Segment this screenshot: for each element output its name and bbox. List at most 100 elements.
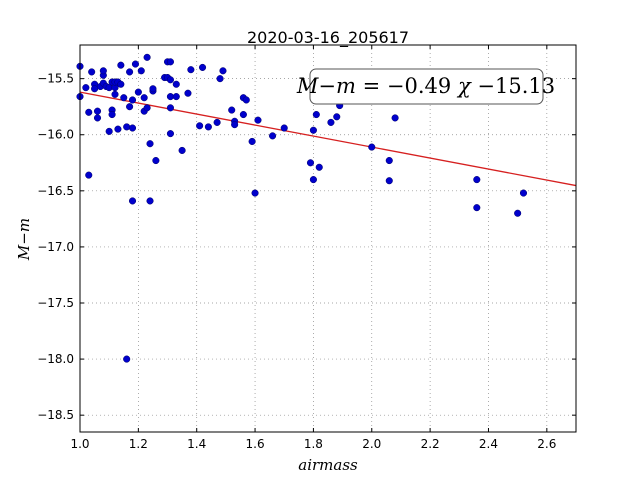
data-point (128, 124, 137, 132)
y-ticks: −15.5 −16.0 −16.5 −17.0 −17.5 −18.0 −18.5 (37, 72, 576, 422)
data-point (143, 53, 151, 61)
data-point (146, 197, 154, 205)
data-point (128, 96, 137, 104)
data-point (88, 68, 96, 76)
chart-title: 2020-03-16_205617 (247, 28, 409, 48)
equation-equals: = (363, 74, 381, 98)
x-tick-label: 1.4 (187, 437, 206, 451)
data-point (140, 94, 148, 102)
y-tick-label: −18.0 (37, 352, 74, 366)
data-point (280, 124, 288, 132)
data-point (108, 110, 116, 119)
data-point (327, 118, 335, 126)
data-point (248, 137, 256, 146)
x-tick-label: 2.2 (421, 437, 440, 451)
data-point (204, 123, 212, 131)
data-point (231, 121, 239, 129)
data-point (473, 176, 481, 184)
x-tick-label: 2.4 (479, 437, 498, 451)
data-point (333, 113, 341, 121)
data-point (93, 114, 102, 122)
data-point (134, 88, 142, 96)
x-ticks: 1.0 1.2 1.4 1.6 1.8 2.0 2.2 2.4 2.6 (70, 45, 556, 451)
data-point (143, 104, 151, 112)
data-point (391, 114, 399, 122)
data-point (172, 80, 180, 88)
data-point (137, 67, 145, 75)
data-point (187, 66, 195, 74)
data-point (166, 58, 174, 66)
data-point (239, 110, 247, 119)
x-tick-label: 1.6 (246, 437, 265, 451)
data-point (196, 122, 204, 130)
x-axis-label: airmass (298, 456, 358, 474)
data-point (99, 67, 107, 75)
data-point (219, 67, 227, 75)
data-point (152, 156, 160, 165)
equation-slope: −0.49 (387, 74, 451, 98)
fit-layer (79, 91, 577, 187)
equation-lhs: M−m (296, 74, 356, 98)
y-axis-label: M−m (15, 218, 33, 261)
data-point (306, 159, 315, 167)
y-tick-label: −15.5 (37, 72, 74, 86)
x-tick-label: 1.8 (304, 437, 323, 451)
data-point (184, 89, 192, 97)
data-point (198, 63, 207, 71)
data-point (114, 125, 122, 133)
data-point (85, 171, 93, 179)
data-point (117, 61, 125, 69)
data-point (178, 146, 186, 154)
data-point (172, 93, 180, 101)
data-point (126, 103, 134, 111)
y-tick-label: −17.5 (37, 296, 74, 310)
data-point (385, 177, 393, 185)
points-layer (76, 53, 528, 363)
x-tick-label: 1.0 (70, 437, 89, 451)
data-point (123, 123, 131, 131)
data-point (120, 94, 128, 102)
data-point (309, 126, 317, 134)
fit-equation: M−m = −0.49 χ −15.13 (296, 74, 555, 98)
equation-intercept: −15.13 (477, 74, 555, 98)
data-point (166, 130, 174, 138)
data-point (146, 140, 154, 148)
data-point (85, 108, 93, 116)
data-point (251, 189, 259, 197)
y-tick-label: −18.5 (37, 408, 74, 422)
data-point (312, 110, 320, 119)
data-point (315, 163, 323, 171)
x-tick-label: 1.2 (129, 437, 148, 451)
y-tick-label: −16.0 (37, 128, 74, 142)
data-point (519, 189, 528, 197)
data-point (254, 116, 262, 124)
x-tick-label: 2.6 (537, 437, 556, 451)
data-point (216, 75, 224, 83)
data-point (166, 104, 174, 112)
equation-variable: χ (456, 74, 472, 98)
data-point (131, 60, 139, 68)
fit-equation-box: M−m = −0.49 χ −15.13 (296, 68, 555, 105)
y-tick-label: −16.5 (37, 184, 74, 198)
data-point (93, 107, 102, 115)
data-point (82, 84, 90, 92)
data-point (166, 76, 174, 84)
data-point (368, 143, 376, 151)
data-point (269, 132, 277, 140)
data-point (128, 197, 137, 205)
data-point (213, 118, 221, 126)
data-point (385, 156, 393, 165)
data-point (473, 204, 481, 212)
data-point (117, 80, 125, 88)
data-point (228, 106, 236, 114)
x-tick-label: 2.0 (362, 437, 381, 451)
equation-box-frame (309, 68, 544, 105)
data-point (242, 96, 250, 104)
data-point (309, 176, 317, 184)
data-point (105, 127, 113, 135)
data-point (123, 355, 131, 363)
plot-frame (79, 44, 577, 433)
fit-line (79, 91, 577, 187)
y-tick-label: −17.0 (37, 240, 74, 254)
